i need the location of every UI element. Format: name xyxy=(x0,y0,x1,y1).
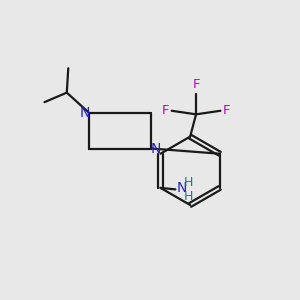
Text: N: N xyxy=(151,142,161,155)
Text: N: N xyxy=(177,181,187,195)
Text: F: F xyxy=(223,104,230,117)
Text: N: N xyxy=(79,106,89,120)
Text: H: H xyxy=(183,190,193,203)
Text: H: H xyxy=(183,176,193,189)
Text: F: F xyxy=(162,104,169,117)
Text: F: F xyxy=(193,78,200,91)
